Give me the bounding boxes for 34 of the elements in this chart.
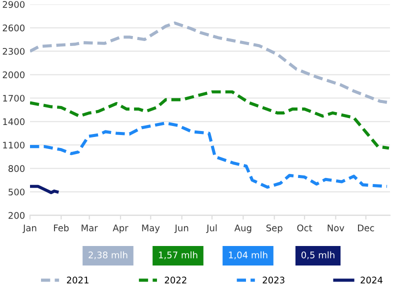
x-tick-label: Oct bbox=[297, 224, 312, 232]
legend-label: 2021 bbox=[66, 276, 88, 284]
y-tick-label: 2900 bbox=[2, 1, 25, 8]
text: 2,38 mlh bbox=[88, 251, 128, 260]
line-series bbox=[30, 122, 389, 189]
legend-label: 2023 bbox=[262, 276, 284, 284]
text: 1,04 mlh bbox=[228, 251, 268, 260]
x-tick-label: Jul bbox=[206, 224, 217, 233]
y-tick-label: 1100 bbox=[3, 142, 25, 149]
x-tick-label: Apr bbox=[112, 224, 128, 234]
line-series bbox=[30, 22, 390, 104]
y-tick-label: 800 bbox=[8, 165, 25, 172]
y-tick-label: 2600 bbox=[2, 24, 25, 32]
x-tick-label: Nov bbox=[328, 224, 344, 232]
text: 1,57 mlh bbox=[158, 251, 198, 260]
line-series bbox=[30, 90, 390, 150]
x-tick-label: Dec bbox=[358, 224, 374, 232]
x-tick-label: May bbox=[142, 224, 160, 234]
text: 0,5 mlh bbox=[301, 251, 334, 260]
legend-label: 2022 bbox=[164, 276, 186, 284]
x-tick-label: Jan bbox=[22, 224, 36, 233]
x-tick-label: Aug bbox=[234, 224, 252, 234]
y-tick-label: 2300 bbox=[2, 48, 25, 55]
y-tick-label: 1700 bbox=[3, 94, 25, 102]
legend-label: 2024 bbox=[360, 276, 382, 284]
x-tick-label: Sep bbox=[266, 224, 282, 234]
y-tick-label: 2000 bbox=[2, 71, 25, 78]
x-tick-label: Feb bbox=[54, 224, 69, 232]
x-tick-label: Jun bbox=[174, 224, 188, 233]
y-tick-label: 500 bbox=[8, 188, 25, 196]
line-series bbox=[30, 184, 59, 194]
y-tick-label: 200 bbox=[8, 212, 25, 219]
y-tick-label: 1400 bbox=[3, 118, 25, 126]
x-tick-label: Mar bbox=[82, 224, 98, 232]
